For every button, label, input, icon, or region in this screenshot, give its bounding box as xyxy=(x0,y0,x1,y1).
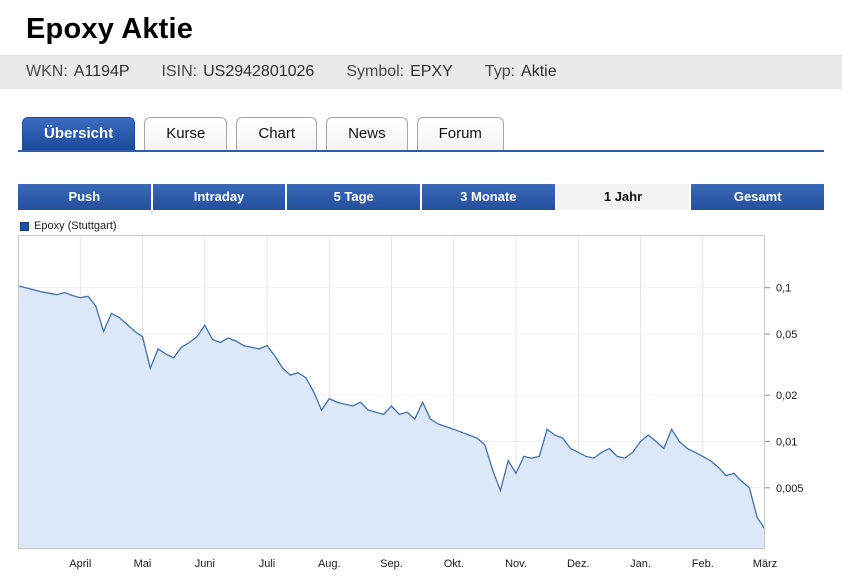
y-axis-label: 0,02 xyxy=(776,390,797,402)
symbol-value: EPXY xyxy=(410,63,453,80)
typ-label: Typ: xyxy=(484,63,516,80)
chart-area: 0,1 0,05 0,02 0,01 0,005 April Mai Juni Juli Aug.… xyxy=(17,235,842,578)
price-line xyxy=(17,285,766,530)
x-axis-label: März xyxy=(753,558,777,570)
tab-forum[interactable]: Forum xyxy=(416,117,504,150)
typ-value: Aktie xyxy=(521,63,557,80)
x-axis-label: Dez. xyxy=(567,558,590,570)
tab-uebersicht[interactable]: Übersicht xyxy=(22,117,136,150)
x-axis-label: Aug. xyxy=(318,558,341,570)
range-button-intraday[interactable]: Intraday xyxy=(152,184,286,210)
y-axis-label: 0,01 xyxy=(776,437,797,449)
x-axis-label: Mai xyxy=(134,558,152,570)
legend-color-swatch xyxy=(20,221,29,231)
y-axis-label: 0,005 xyxy=(776,483,804,495)
wkn-label: WKN: xyxy=(26,63,68,80)
stock-meta-bar: WKN: A1194P ISIN: US2942801026 Symbol: EPXY… xyxy=(0,55,842,89)
plot-border xyxy=(18,235,765,549)
wkn-value: A1194P xyxy=(73,63,130,80)
range-button-3monate[interactable]: 3 Monate xyxy=(422,184,555,210)
y-axis-label: 0,1 xyxy=(776,283,791,295)
range-button-push[interactable]: Push xyxy=(18,184,151,210)
isin-value: US2942801026 xyxy=(203,63,315,80)
tab-chart[interactable]: Chart xyxy=(236,117,318,150)
meta-typ: Typ: Aktie xyxy=(485,63,557,81)
meta-wkn: WKN: A1194P xyxy=(26,63,130,81)
x-axis-label: Nov. xyxy=(505,558,527,570)
x-axis-label: April xyxy=(69,558,91,570)
isin-label: ISIN: xyxy=(161,63,198,80)
range-button-1jahr[interactable]: 1 Jahr xyxy=(556,184,690,210)
meta-isin: ISIN: US2942801026 xyxy=(162,63,315,81)
range-button-gesamt[interactable]: Gesamt xyxy=(691,184,825,210)
page-title: Epoxy Aktie xyxy=(26,13,194,45)
chart-range-buttons: Push Intraday 5 Tage 3 Monate 1 Jahr Ges… xyxy=(18,184,825,210)
x-axis-label: Juni xyxy=(195,558,215,570)
x-axis-label: Feb. xyxy=(692,558,714,570)
x-axis-label: Okt. xyxy=(444,558,464,570)
legend-label: Epoxy (Stuttgart) xyxy=(34,220,117,232)
chart-legend: Epoxy (Stuttgart) xyxy=(20,220,842,232)
main-tabs: Übersicht Kurse Chart News Forum xyxy=(18,117,824,152)
price-area xyxy=(18,285,765,549)
range-button-5tage[interactable]: 5 Tage xyxy=(287,184,421,210)
price-chart: 0,1 0,05 0,02 0,01 0,005 April Mai Juni Juli Aug.… xyxy=(17,235,804,570)
tab-news[interactable]: News xyxy=(326,117,408,150)
symbol-label: Symbol: xyxy=(346,63,405,80)
meta-symbol: Symbol: EPXY xyxy=(346,63,452,81)
x-axis-label: Sep. xyxy=(380,558,403,570)
x-axis-label: Jan. xyxy=(630,558,651,570)
x-axis-label: Juli xyxy=(259,558,276,570)
y-axis-label: 0,05 xyxy=(776,329,797,341)
tab-kurse[interactable]: Kurse xyxy=(144,117,228,150)
